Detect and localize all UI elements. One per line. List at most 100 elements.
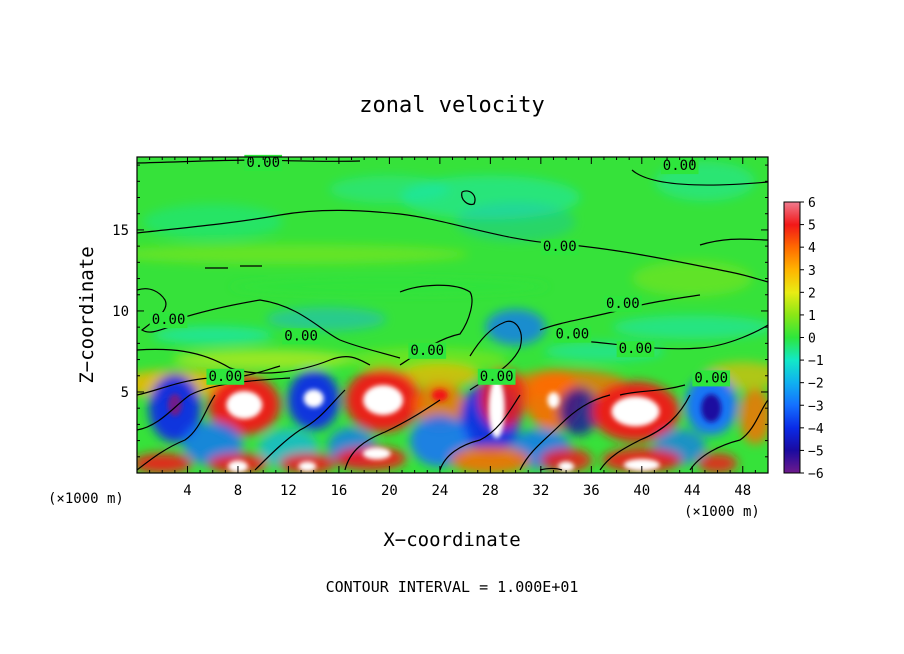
x-axis-ticks: 4 8 12 16 20 24 28 32 36 40 44 48 <box>149 157 756 499</box>
chart-title: zonal velocity <box>359 93 544 118</box>
field-core <box>167 393 182 416</box>
field-core <box>431 389 448 402</box>
contour-line <box>137 377 291 431</box>
contour-value-label: 0.00 <box>619 341 653 357</box>
contour-label-bg <box>206 368 245 385</box>
contour-interval-note: CONTOUR INTERVAL = 1.000E+01 <box>326 578 579 596</box>
x-tick-label: 36 <box>583 483 600 499</box>
x-axis-label: X−coordinate <box>383 529 520 551</box>
field-core <box>558 461 575 472</box>
x-tick-label: 32 <box>532 483 549 499</box>
contour-label-bg <box>604 295 642 312</box>
x-unit-left: (×1000 m) <box>48 491 124 507</box>
field-patch <box>540 448 593 473</box>
contour-value-label: 0.00 <box>208 369 242 385</box>
contour-value-label: 0.00 <box>284 328 318 344</box>
field-patch <box>266 307 387 332</box>
x-tick-label: 48 <box>734 483 751 499</box>
contour-label-bg <box>149 312 188 329</box>
contour-label-bg <box>408 342 447 359</box>
x-tick-label: 44 <box>684 483 701 499</box>
contour-line <box>137 394 216 471</box>
y-tick-label: 10 <box>112 304 129 320</box>
x-tick-label: 8 <box>234 483 242 499</box>
colorbar-label: 5 <box>808 219 816 234</box>
field-patch <box>413 382 466 427</box>
colorbar-label: −4 <box>808 422 824 437</box>
y-axis-label: Z−coordinate <box>76 246 98 383</box>
field-patch <box>697 453 738 473</box>
field-patch <box>558 387 599 436</box>
heatmap-field <box>137 157 768 473</box>
y-tick-label: 5 <box>121 385 129 401</box>
contour-labels: 0.00 0.00 0.00 0.00 0.00 0.00 0.00 0.00 0.00 0.00… <box>149 154 731 387</box>
field-core <box>363 385 404 416</box>
colorbar-label: −6 <box>808 467 824 482</box>
contour-value-label: 0.00 <box>480 369 514 385</box>
contour-label-bg <box>553 326 592 343</box>
field-core <box>547 392 560 409</box>
field-core <box>611 396 660 427</box>
field-patch <box>632 260 753 297</box>
contour-line <box>174 299 401 359</box>
field-core <box>701 394 722 423</box>
contour-line <box>519 394 611 471</box>
field-patch <box>137 244 469 265</box>
contour-line <box>699 238 768 246</box>
contour-value-label: 0.00 <box>556 327 590 343</box>
field-patch <box>173 349 354 370</box>
x-unit-right: (×1000 m) <box>684 504 760 520</box>
field-core <box>298 461 317 472</box>
colorbar-label: 3 <box>808 264 816 279</box>
contour-line <box>631 169 768 186</box>
field-core <box>488 378 505 439</box>
y-axis-ticks: 5 10 15 <box>112 164 768 458</box>
contour-value-label: 0.00 <box>152 312 186 328</box>
x-tick-label: 24 <box>431 483 448 499</box>
contour-line <box>344 399 441 471</box>
field-core <box>362 447 391 460</box>
colorbar-label: 6 <box>808 196 816 211</box>
contour-line <box>559 324 768 350</box>
field-patch <box>612 315 768 340</box>
contour-value-label: 0.00 <box>694 370 728 386</box>
colorbar-label: 1 <box>808 309 816 324</box>
colorbar-label: 0 <box>808 332 816 347</box>
colorbar-label: −3 <box>808 399 824 414</box>
contour-line <box>137 348 371 374</box>
field-patch <box>142 203 283 240</box>
contour-label-bg <box>540 239 579 256</box>
contour-line <box>137 209 768 283</box>
colorbar-label: 4 <box>808 241 816 256</box>
contour-line <box>539 467 563 471</box>
contour-value-label: 0.00 <box>606 296 640 312</box>
contour-label-bg <box>477 368 516 385</box>
contour-line <box>439 394 521 471</box>
contour-line <box>599 394 691 471</box>
field-patch <box>399 363 480 388</box>
colorbar-label: 2 <box>808 286 816 301</box>
contour-value-label: 0.00 <box>246 155 280 171</box>
contour-label-bg <box>692 370 731 387</box>
x-tick-label: 4 <box>183 483 191 499</box>
field-patch <box>347 347 508 372</box>
field-patch <box>152 326 273 345</box>
contour-value-label: 0.00 <box>543 239 577 255</box>
contour-line <box>205 265 262 269</box>
contour-line <box>254 389 346 471</box>
field-patch <box>485 309 546 346</box>
contour-line <box>689 399 768 471</box>
field-core <box>226 390 263 419</box>
field-core <box>303 389 324 408</box>
y-tick-label: 15 <box>112 223 129 239</box>
field-patch <box>229 278 550 295</box>
contour-value-label: 0.00 <box>410 343 444 359</box>
colorbar: 6 5 4 3 2 1 0 −1 −2 −3 −4 −5 −6 <box>783 196 824 482</box>
x-tick-label: 12 <box>280 483 297 499</box>
field-patch <box>739 388 768 445</box>
contour-line <box>461 190 476 205</box>
contour-label-bg <box>244 154 283 171</box>
contour-label-bg <box>616 341 655 358</box>
colorbar-label: −1 <box>808 354 824 369</box>
